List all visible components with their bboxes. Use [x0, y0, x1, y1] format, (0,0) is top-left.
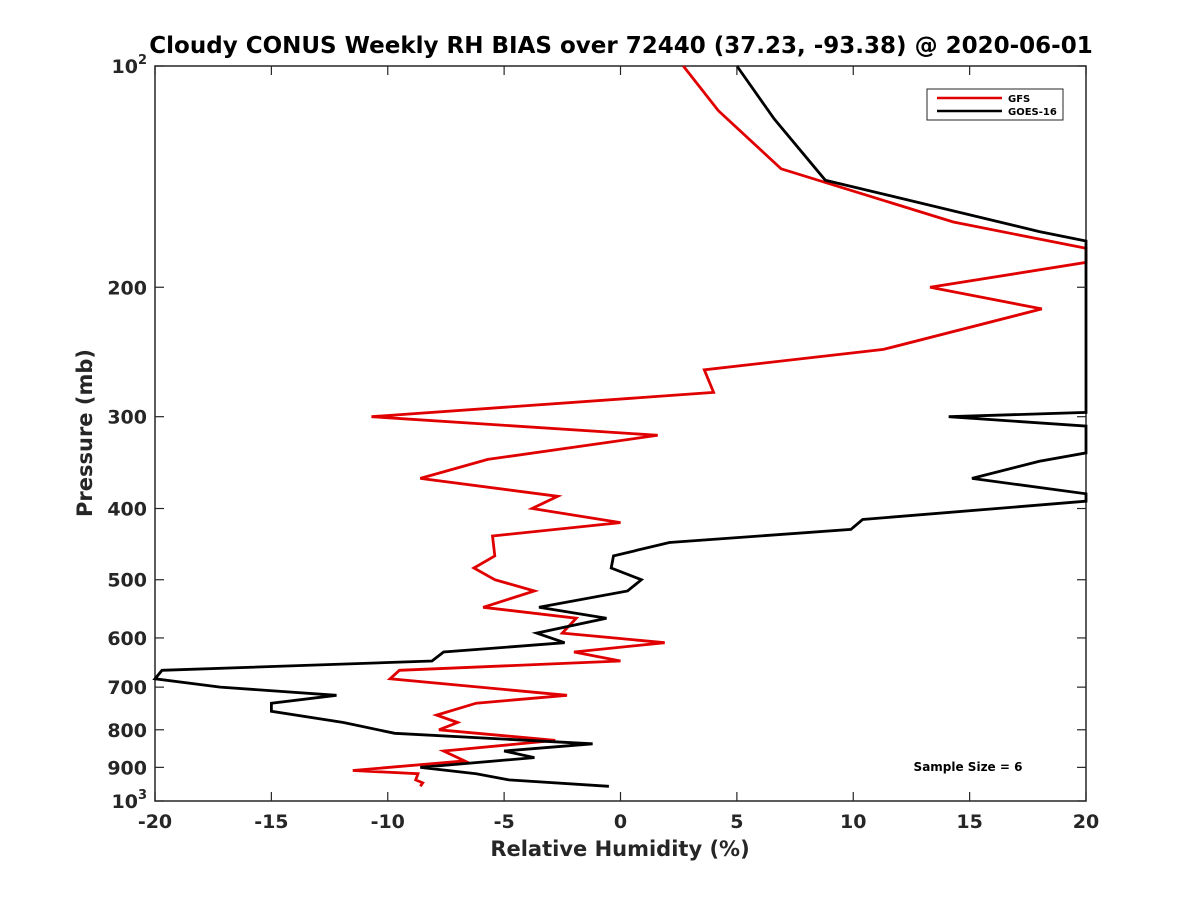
series-line-gfs [352, 65, 1088, 788]
x-tick-label: -10 [371, 811, 405, 833]
legend-label: GOES-16 [1008, 107, 1057, 118]
y-tick-exponent: 3 [138, 788, 147, 803]
x-tick-label: 5 [730, 811, 743, 833]
x-tick-label: 15 [956, 811, 982, 833]
series-layer [152, 65, 1088, 788]
x-tick-label: 0 [614, 811, 627, 833]
x-axis-label: Relative Humidity (%) [490, 837, 749, 861]
x-tick-label: -15 [254, 811, 288, 833]
y-tick-base: 10 [112, 791, 138, 813]
y-tick-label: 600 [107, 628, 147, 650]
y-tick-label: 200 [107, 277, 147, 299]
x-tick-label: -20 [138, 811, 172, 833]
legend-box [926, 88, 1064, 121]
y-tick-exponent: 2 [138, 53, 147, 68]
y-tick-label: 102 [112, 53, 148, 78]
y-tick-label: 300 [107, 407, 147, 429]
legend-entries: GFS GOES-16 [937, 94, 1057, 118]
y-tick-label: 800 [107, 720, 147, 742]
legend-label: GFS [1008, 94, 1030, 105]
y-axis-label: Pressure (mb) [73, 349, 97, 517]
plot-area: -20 -15 -10 -5 0 5 10 15 20 10220030040050060070… [107, 53, 1099, 833]
series-line-goes-16 [152, 65, 1088, 788]
y-tick-base: 10 [112, 56, 138, 78]
y-tick-label: 103 [112, 788, 148, 813]
legend: GFS GOES-16 [926, 88, 1064, 121]
x-axis: -20 -15 -10 -5 0 5 10 15 20 [138, 66, 1099, 833]
y-tick-label: 900 [107, 757, 147, 779]
y-tick-label: 400 [107, 499, 147, 521]
x-tick-label: -5 [494, 811, 515, 833]
y-tick-label: 700 [107, 677, 147, 699]
x-tick-label: 20 [1073, 811, 1099, 833]
y-tick-label: 500 [107, 570, 147, 592]
chart-title: Cloudy CONUS Weekly RH BIAS over 72440 (… [149, 33, 1092, 59]
x-tick-label: 10 [840, 811, 866, 833]
sample-size-annotation: Sample Size = 6 [914, 760, 1023, 774]
